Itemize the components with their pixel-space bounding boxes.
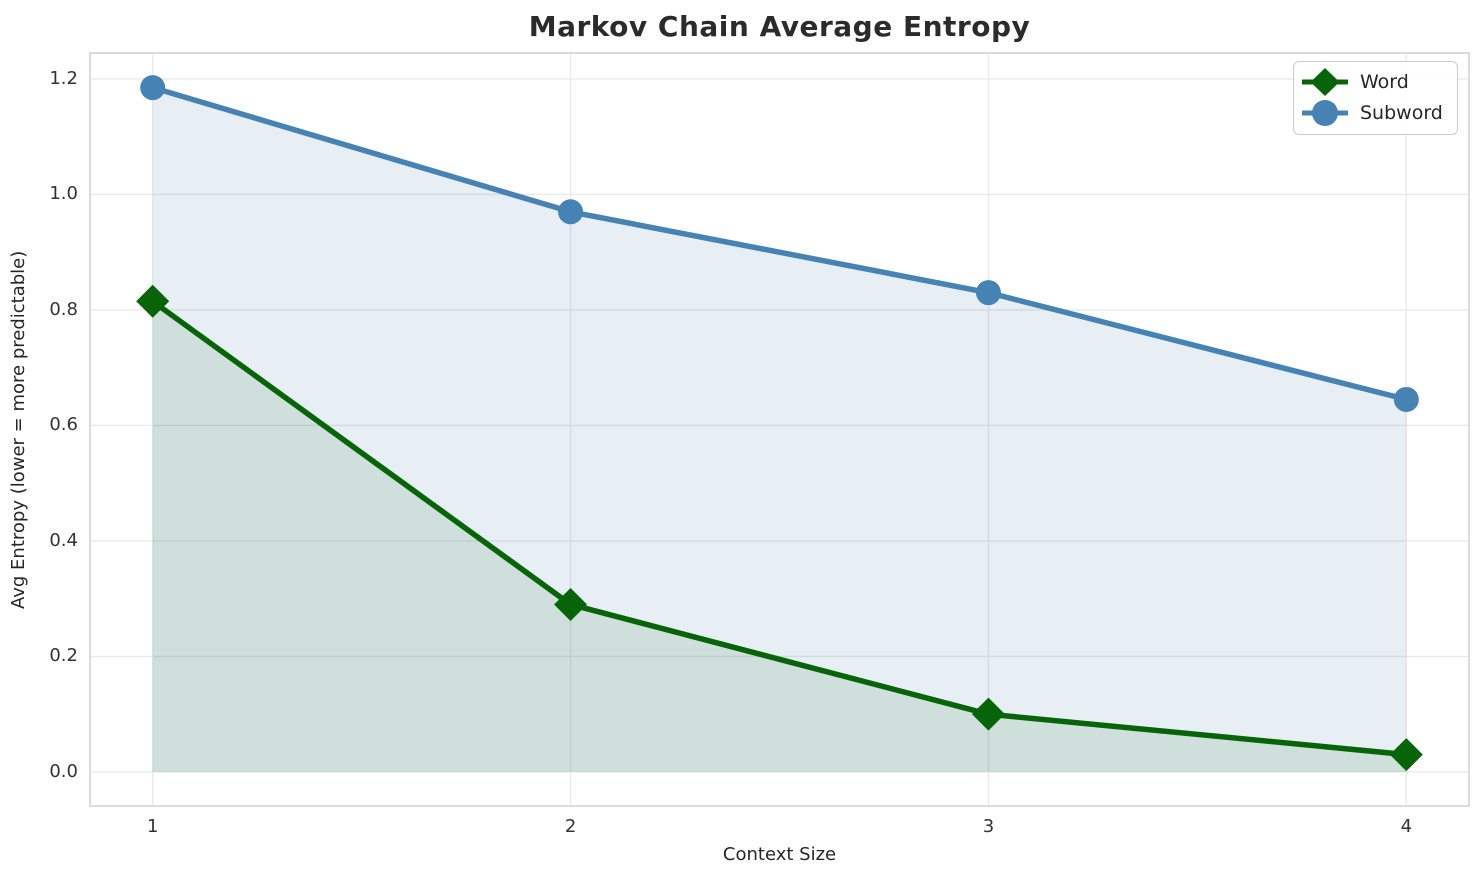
marker-subword [1393,386,1419,412]
y-axis-label: Avg Entropy (lower = more predictable) [8,250,29,609]
y-tick-label: 1.2 [49,67,78,89]
y-tick-label: 0.8 [49,298,78,320]
x-tick-label: 3 [982,816,995,837]
area-fill-subword [152,87,1407,772]
area-fill-word [152,301,1407,772]
legend-marker-circle-icon [1302,100,1348,126]
legend-item-subword: Subword [1302,99,1443,128]
marker-subword [558,199,584,225]
y-tick-label: 1.0 [49,183,78,205]
x-tick-label: 1 [146,816,159,837]
y-tick-label: 0.2 [49,645,78,667]
line-word [149,298,1410,758]
y-tick-label: 0.6 [49,414,78,436]
y-tick-label: 0.0 [49,760,78,782]
legend: Word Subword [1293,61,1458,135]
x-tick-label: 2 [564,816,577,837]
y-tick-label: 0.4 [49,529,78,551]
marker-word [971,697,1005,731]
marker-subword [140,75,166,101]
marker-word [554,587,588,621]
marker-subword [975,280,1001,306]
legend-item-word: Word [1302,68,1443,97]
x-tick-label: 4 [1400,816,1413,837]
marker-word [136,284,170,318]
x-axis-label: Context Size [722,844,837,865]
axes-border [89,52,1470,807]
line-subword [149,84,1410,403]
marker-word [1389,738,1423,772]
chart-title: Markov Chain Average Entropy [528,10,1031,43]
legend-label: Subword [1360,102,1443,124]
legend-marker-diamond-icon [1302,68,1348,96]
legend-label: Word [1360,71,1409,93]
